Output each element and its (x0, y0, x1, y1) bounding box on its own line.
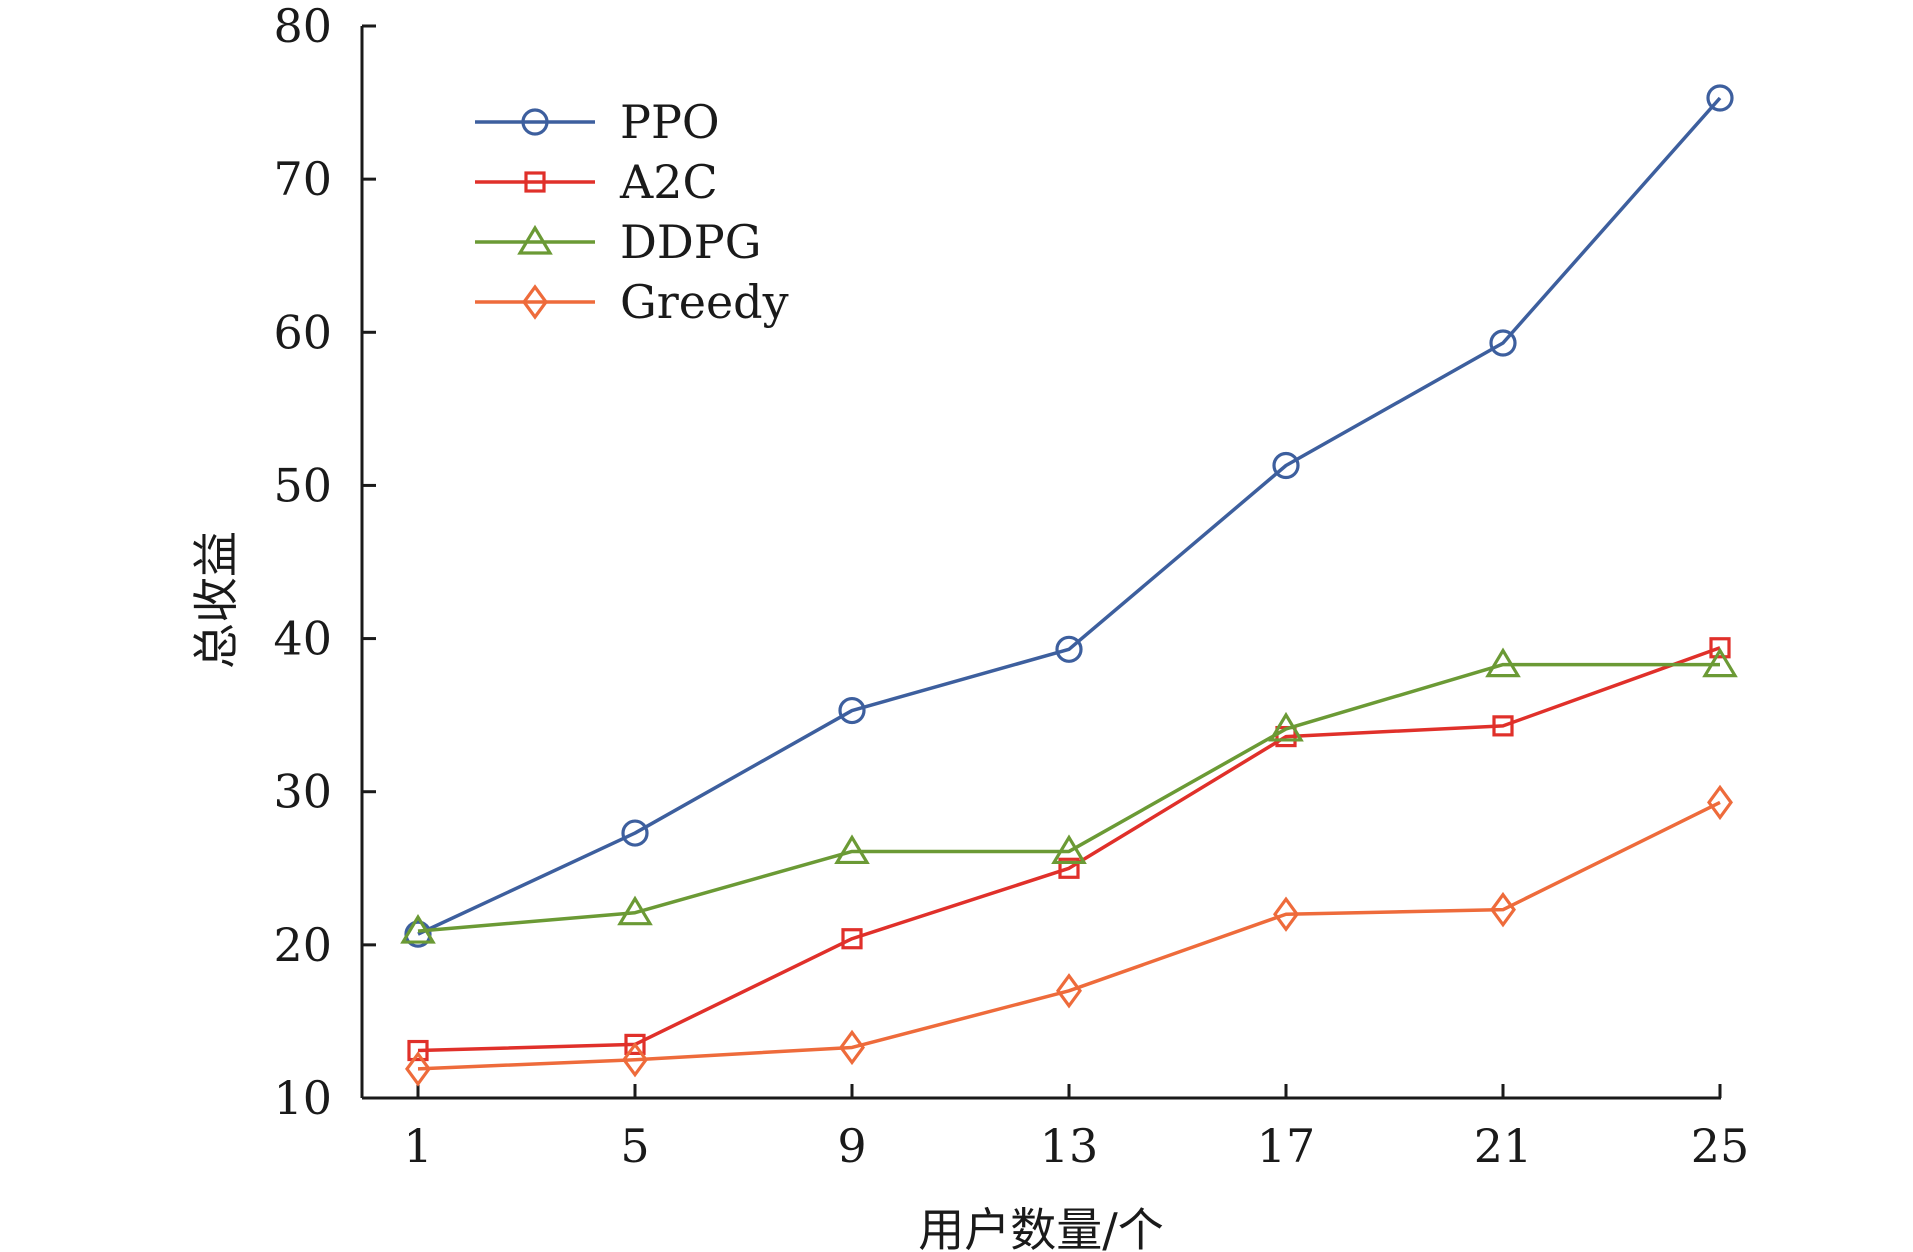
data-point-ddpg (1485, 647, 1521, 678)
series-greedy (405, 784, 1733, 1087)
data-point-a2c (1058, 857, 1080, 879)
data-point-greedy (1273, 896, 1299, 932)
y-tick-label: 20 (273, 918, 332, 972)
x-tick-label: 9 (837, 1119, 866, 1173)
legend-label: PPO (620, 95, 720, 149)
data-point-ddpg (617, 895, 653, 926)
data-point-ppo (1272, 451, 1300, 480)
legend-item-ddpg: DDPG (475, 215, 761, 269)
data-point-a2c (1492, 715, 1514, 737)
x-tick-label: 17 (1257, 1119, 1316, 1173)
y-tick-label: 80 (273, 0, 332, 53)
data-point-a2c (407, 1039, 429, 1062)
x-ticks: 1 5 9 13 17 21 25 (403, 1084, 1749, 1173)
data-point-a2c (841, 928, 863, 950)
data-point-greedy (1490, 891, 1516, 928)
data-point-greedy (1056, 973, 1082, 1009)
series-ppo (404, 84, 1734, 948)
legend-marker-a2c (524, 171, 546, 193)
data-point-greedy (839, 1029, 865, 1066)
legend-marker-ddpg (517, 224, 553, 255)
data-point-ppo (838, 696, 866, 725)
data-point-ppo (1706, 84, 1734, 112)
y-tick-label: 40 (273, 612, 332, 666)
data-point-ppo (621, 819, 649, 847)
y-ticks: 10 20 30 40 50 60 70 80 (273, 0, 376, 1125)
y-tick-label: 50 (273, 458, 332, 512)
data-point-greedy (1707, 784, 1733, 821)
series-line-greedy (417, 800, 1721, 1071)
x-tick-label: 13 (1040, 1119, 1099, 1173)
legend-label: A2C (619, 155, 718, 209)
data-point-ddpg (400, 913, 436, 944)
y-tick-label: 10 (273, 1071, 332, 1125)
x-tick-label: 5 (620, 1119, 649, 1173)
data-point-ppo (1489, 329, 1517, 357)
x-tick-label: 21 (1474, 1119, 1533, 1173)
data-point-ddpg (1268, 711, 1304, 742)
x-tick-label: 25 (1691, 1119, 1750, 1173)
series-a2c (407, 637, 1731, 1062)
y-tick-label: 30 (273, 765, 332, 819)
legend-item-a2c: A2C (475, 155, 718, 209)
data-point-a2c (624, 1033, 646, 1056)
legend: PPO A2C DDPG Greedy (475, 95, 789, 329)
data-point-greedy (405, 1051, 431, 1087)
x-axis-title: 用户数量/个 (918, 1203, 1164, 1252)
legend-label: Greedy (620, 275, 789, 329)
data-point-a2c (1709, 637, 1731, 659)
legend-marker-ppo (521, 108, 549, 136)
series-ddpg (400, 647, 1738, 944)
series-group (400, 84, 1738, 1087)
y-tick-label: 70 (273, 152, 332, 206)
legend-marker-greedy (522, 284, 548, 320)
x-tick-label: 1 (403, 1119, 432, 1173)
chart-axes (360, 26, 1721, 1100)
data-point-greedy (622, 1042, 648, 1078)
data-point-ddpg (1051, 834, 1087, 865)
legend-label: DDPG (620, 215, 761, 269)
y-tick-label: 60 (273, 305, 332, 359)
series-line-ppo (417, 96, 1722, 936)
data-point-ddpg (834, 834, 870, 865)
legend-item-greedy: Greedy (475, 275, 789, 329)
y-axis-title: 总收益 (189, 531, 243, 669)
data-point-ddpg (1702, 647, 1738, 678)
data-point-ppo (1055, 635, 1083, 663)
series-line-ddpg (417, 662, 1720, 933)
legend-item-ppo: PPO (475, 95, 720, 149)
